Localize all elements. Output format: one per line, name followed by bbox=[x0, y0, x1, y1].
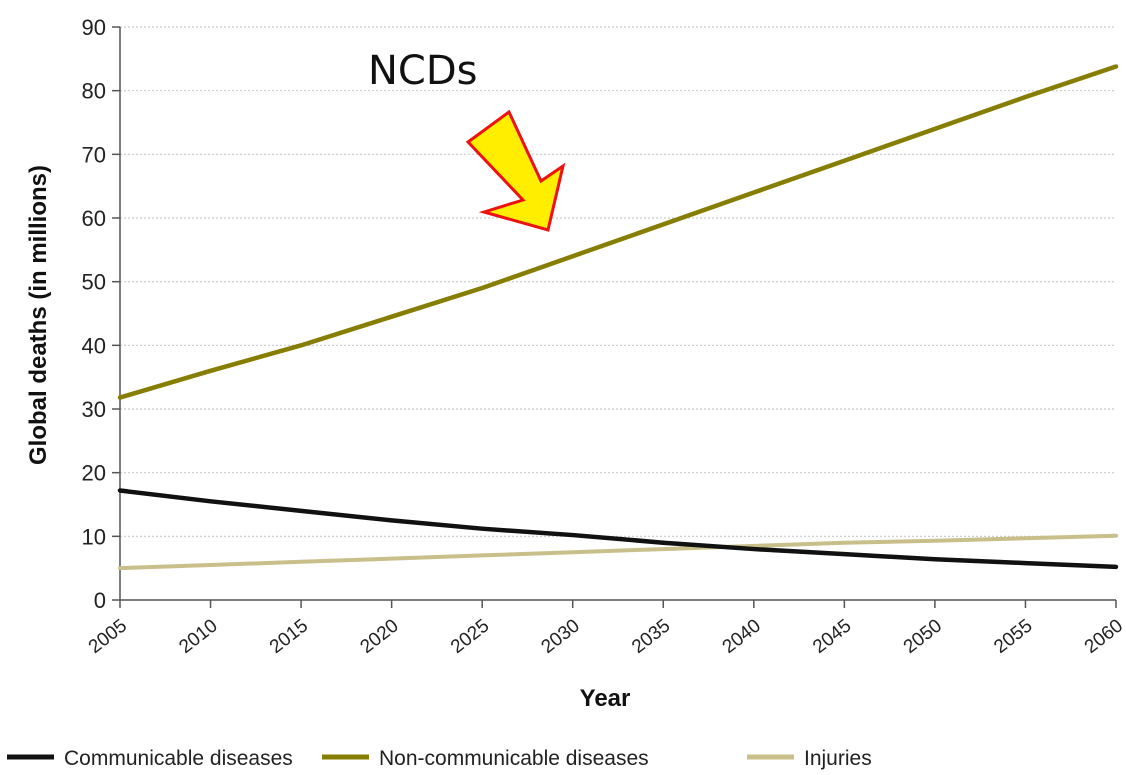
x-tick-label: 2025 bbox=[447, 615, 493, 658]
y-tick-label: 20 bbox=[82, 461, 106, 486]
y-axis-title: Global deaths (in millions) bbox=[25, 165, 52, 465]
x-axis-ticks: 2005 2010 2015 2020 2025 2030 2035 2040 2045 2050… bbox=[85, 600, 1126, 658]
y-axis-ticks: 0 10 20 30 40 50 60 70 80 90 bbox=[82, 15, 120, 613]
x-tick-label: 2020 bbox=[356, 615, 402, 658]
y-tick-label: 80 bbox=[82, 79, 106, 104]
series-line-communicable-diseases bbox=[117, 488, 1119, 570]
gridlines bbox=[120, 26, 1116, 537]
legend-label: Injuries bbox=[804, 747, 872, 770]
series-lines bbox=[117, 64, 1119, 571]
series-line-injuries bbox=[118, 533, 1118, 571]
y-tick-label: 90 bbox=[82, 15, 106, 40]
y-tick-label: 60 bbox=[82, 206, 106, 231]
y-tick-label: 30 bbox=[82, 397, 106, 422]
y-tick-label: 0 bbox=[94, 588, 106, 613]
legend: Communicable diseases Non-communicable di… bbox=[7, 747, 872, 770]
x-tick-label: 2030 bbox=[538, 615, 584, 658]
x-tick-label: 2040 bbox=[719, 615, 765, 658]
ncds-annotation-label: NCDs bbox=[368, 48, 478, 94]
x-axis-title: Year bbox=[580, 685, 631, 712]
x-tick-label: 2060 bbox=[1081, 615, 1126, 658]
legend-label: Non-communicable diseases bbox=[379, 747, 649, 770]
y-tick-label: 10 bbox=[82, 524, 106, 549]
series-line-non-communicable-diseases bbox=[117, 64, 1119, 400]
y-tick-label: 50 bbox=[82, 270, 106, 295]
x-tick-label: 2050 bbox=[900, 615, 946, 658]
x-tick-label: 2055 bbox=[990, 615, 1036, 658]
x-tick-label: 2015 bbox=[266, 615, 312, 658]
y-tick-label: 70 bbox=[82, 142, 106, 167]
x-tick-label: 2045 bbox=[809, 615, 855, 658]
x-tick-label: 2010 bbox=[175, 615, 221, 658]
legend-label: Communicable diseases bbox=[64, 747, 293, 770]
y-tick-label: 40 bbox=[82, 333, 106, 358]
arrow-icon bbox=[465, 109, 566, 232]
x-tick-label: 2005 bbox=[85, 615, 131, 658]
x-tick-label: 2035 bbox=[628, 615, 674, 658]
